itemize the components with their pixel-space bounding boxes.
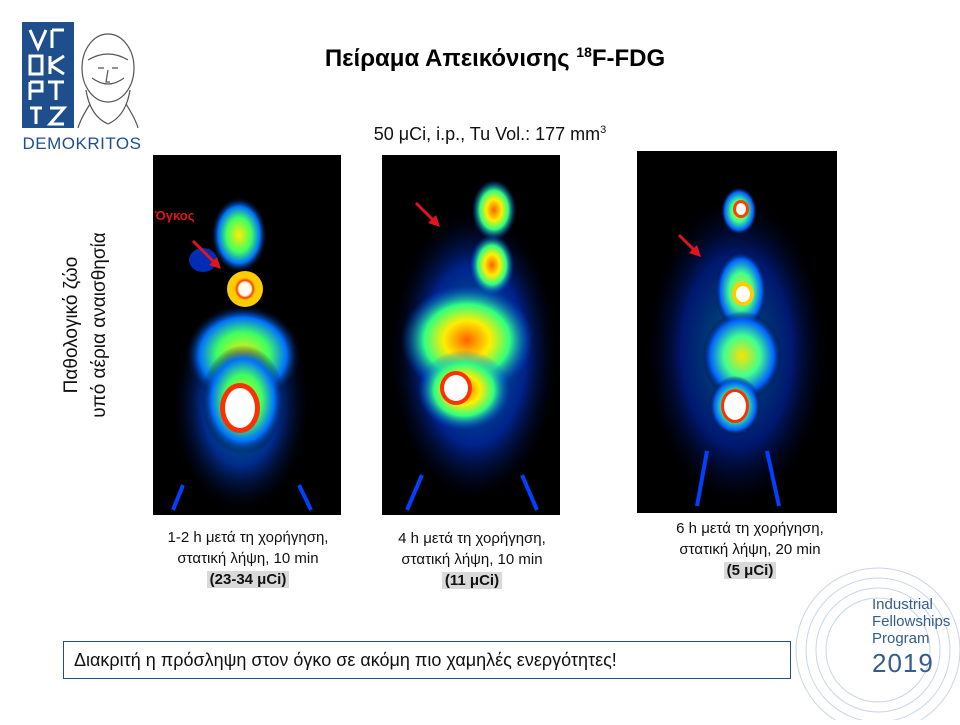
dose-label: (11 μCi): [441, 572, 503, 589]
slide-subtitle: 50 μCi, i.p., Tu Vol.: 177 mm3: [373, 124, 607, 144]
demokritos-logo: [20, 20, 142, 130]
conclusion-box: Διακριτή η πρόσληψη στον όγκο σε ακόμη π…: [63, 641, 791, 679]
pet-scan-2: [382, 155, 560, 515]
side-label: Παθολογικό ζώο υπό αέρια αναισθησία: [58, 200, 118, 450]
program-badge-year: 2019: [872, 648, 934, 678]
logo-wordmark: DEMOKRITOS: [22, 134, 142, 153]
pet-scan-1: [153, 155, 341, 515]
pet-scan-3: [637, 151, 837, 513]
caption-scan-2: 4 h μετά τη χορήγηση, στατική λήψη, 10 m…: [398, 530, 546, 589]
dose-label: (23-34 μCi): [206, 571, 290, 588]
program-badge: Industrial Fellowships Program: [872, 596, 951, 647]
side-label-line1: Παθολογικό ζώο: [61, 256, 82, 394]
tumor-label: Όγκος: [155, 208, 195, 223]
side-label-line2: υπό αέρια αναισθησία: [89, 232, 110, 418]
caption-scan-1: 1-2 h μετά τη χορήγηση, στατική λήψη, 10…: [167, 529, 329, 588]
dose-label: (5 μCi): [723, 562, 777, 579]
slide-title: Πείραμα Απεικόνισης 18F-FDG: [324, 44, 666, 72]
caption-scan-3: 6 h μετά τη χορήγηση, στατική λήψη, 20 m…: [676, 520, 824, 579]
